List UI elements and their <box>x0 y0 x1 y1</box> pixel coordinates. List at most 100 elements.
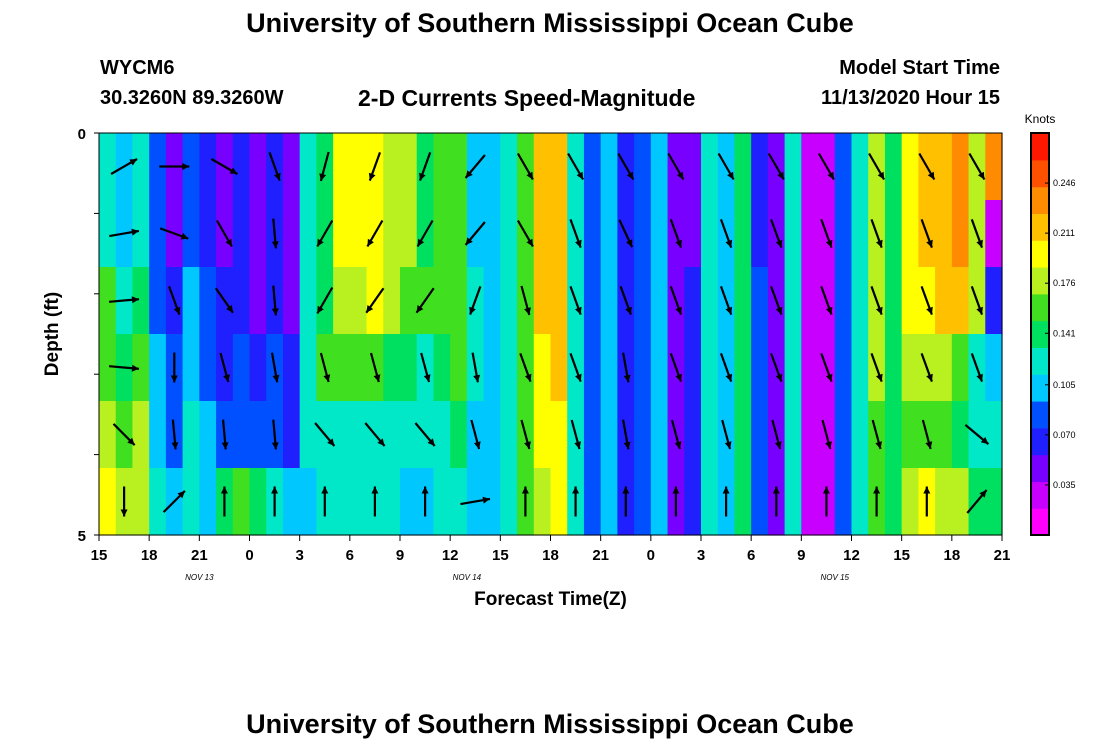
current-arrow <box>210 158 238 175</box>
heatmap-cell <box>349 468 368 536</box>
heatmap-cell <box>132 267 150 335</box>
heatmap-cell <box>450 401 468 469</box>
colorbar-segment <box>1031 374 1049 402</box>
heatmap-cell <box>199 200 217 268</box>
heatmap-cell <box>383 334 401 402</box>
current-arrow <box>460 496 491 506</box>
current-arrow <box>622 486 630 517</box>
heatmap-cell <box>182 200 200 268</box>
current-arrow <box>109 228 140 238</box>
current-arrow <box>219 352 230 383</box>
heatmap-cell <box>583 200 602 268</box>
heatmap-cell <box>500 133 518 201</box>
heatmap-cell <box>450 133 468 201</box>
current-arrow <box>970 353 984 382</box>
x-tick-label: 0 <box>647 547 655 564</box>
current-arrow <box>271 486 279 517</box>
heatmap-cell <box>333 200 351 268</box>
heatmap-cell <box>634 267 652 335</box>
heatmap-cell <box>751 468 769 536</box>
current-arrow <box>719 219 733 248</box>
heatmap-cell <box>232 267 251 335</box>
current-arrow <box>120 486 128 517</box>
heatmap-cell <box>483 334 501 402</box>
x-tick-label: 15 <box>91 547 108 564</box>
heatmap-cell <box>299 200 317 268</box>
heatmap-cell <box>901 133 919 201</box>
current-arrow <box>618 219 634 248</box>
heatmap-cell <box>282 267 301 335</box>
heatmap-cell <box>801 468 819 536</box>
heatmap-cell <box>249 468 267 536</box>
current-arrow <box>820 353 833 382</box>
current-arrow <box>966 489 988 514</box>
heatmap-cell <box>784 267 802 335</box>
heatmap-cell <box>550 133 568 201</box>
current-arrow <box>669 286 683 315</box>
current-arrow <box>464 154 486 179</box>
heatmap-cell <box>149 468 167 536</box>
current-arrow <box>820 286 833 315</box>
current-arrow <box>159 163 190 170</box>
current-arrow <box>771 419 782 450</box>
heatmap-cell <box>985 468 1003 536</box>
current-arrow <box>471 352 481 383</box>
heatmap-cell <box>383 401 401 469</box>
heatmap-cell <box>935 267 953 335</box>
heatmap-cell <box>333 133 351 201</box>
current-arrow <box>569 353 582 382</box>
heatmap-cell <box>985 267 1003 335</box>
current-arrow <box>215 219 233 248</box>
current-arrow <box>415 287 435 314</box>
heatmap-cell <box>751 267 769 335</box>
heatmap-cell <box>550 267 568 335</box>
current-arrow <box>719 286 733 315</box>
heatmap-cell <box>650 267 669 335</box>
heatmap-cell <box>400 133 418 201</box>
current-arrow <box>521 486 529 517</box>
y-tick-label: 0 <box>78 126 86 143</box>
current-arrow <box>109 364 140 372</box>
heatmap-cell <box>299 133 317 201</box>
colorbar-segment <box>1031 401 1049 429</box>
heatmap-cell <box>349 267 368 335</box>
heatmap-cell <box>951 267 970 335</box>
x-tick-label: 15 <box>492 547 509 564</box>
current-arrow <box>820 219 833 248</box>
current-speed-heatmap: 15 18 21 0 3 6 9 12 15 18 21 0 3 6 9 12 15 18 21 NOV 13 NOV … <box>42 112 1076 610</box>
heatmap-cell <box>249 401 267 469</box>
colorbar-segment <box>1031 320 1049 348</box>
top-title: University of Southern Mississippi Ocean… <box>246 8 854 38</box>
heatmap-cell <box>199 401 217 469</box>
heatmap-cell <box>299 334 317 402</box>
heatmap-cell <box>282 401 301 469</box>
heatmap-cell <box>600 401 618 469</box>
colorbar-segment <box>1031 347 1049 375</box>
heatmap-cell <box>901 200 919 268</box>
heatmap-cell <box>433 334 451 402</box>
current-arrow <box>271 285 279 316</box>
heatmap-cell <box>282 334 301 402</box>
y-tick-label: 5 <box>78 528 86 545</box>
current-arrow <box>622 419 631 450</box>
heatmap-cell <box>650 334 669 402</box>
colorbar-tick-label: 0.141 <box>1053 328 1076 338</box>
heatmap-cell <box>232 468 251 536</box>
x-tick-label: 9 <box>797 547 805 564</box>
heatmap-cell <box>232 133 251 201</box>
heatmap-cell <box>450 200 468 268</box>
heatmap-cell <box>232 200 251 268</box>
heatmap-cell <box>349 200 368 268</box>
heatmap-cell <box>784 334 802 402</box>
heatmap-cell <box>701 334 719 402</box>
current-arrow <box>162 490 186 513</box>
heatmap-cell <box>383 267 401 335</box>
heatmap-cell <box>734 334 752 402</box>
heatmap-cell <box>149 401 167 469</box>
station-id: WYCM6 <box>100 57 175 79</box>
x-tick-label: 21 <box>592 547 609 564</box>
heatmap-cell <box>583 468 602 536</box>
current-arrow <box>220 486 228 517</box>
current-arrow <box>316 286 334 315</box>
heatmap-cell <box>851 200 869 268</box>
